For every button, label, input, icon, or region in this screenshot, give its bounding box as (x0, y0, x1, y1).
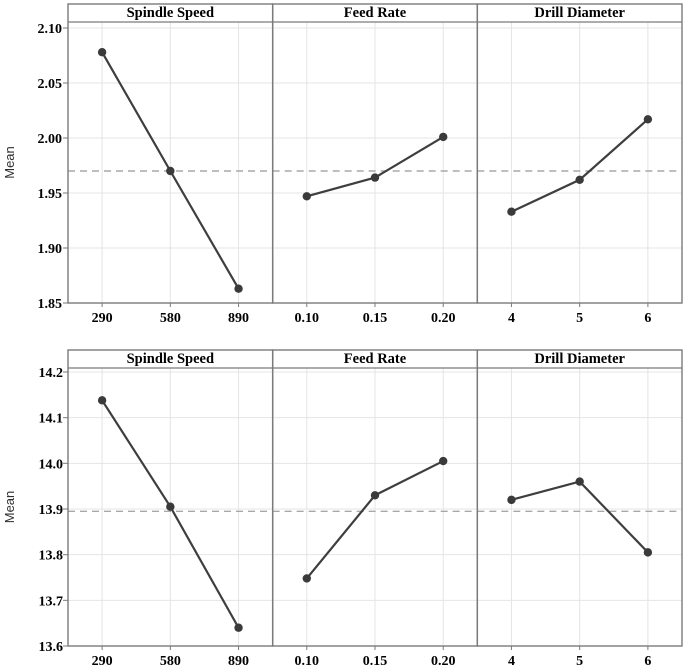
data-point-marker (643, 548, 653, 557)
data-point-marker (507, 495, 516, 505)
y-tick-label: 2.10 (38, 22, 63, 37)
y-tick-label: 2.05 (38, 77, 63, 92)
data-point-marker (643, 115, 653, 124)
data-point-marker (97, 48, 107, 57)
main-effects-plot-top: 290 580 890 Spindle Speed 0.10 0.15 0.20 Feed R… (0, 0, 685, 335)
panel-title: Drill Diameter (534, 351, 625, 367)
data-point-marker (302, 574, 311, 583)
y-tick-label: 2.00 (38, 132, 63, 147)
y-tick-label: 13.6 (39, 640, 64, 655)
y-axis-title: Mean (2, 491, 17, 524)
data-point-marker (575, 175, 584, 184)
y-tick-label: 1.90 (38, 242, 63, 257)
x-tick-label: 890 (228, 311, 249, 326)
x-tick-label: 4 (508, 654, 515, 669)
x-tick-label: 5 (576, 654, 583, 669)
x-tick-label: 4 (508, 311, 515, 326)
data-point-marker (439, 456, 448, 466)
x-tick-label: 5 (576, 311, 583, 326)
y-axis-title: Mean (2, 146, 17, 179)
x-tick-label: 0.10 (295, 654, 320, 669)
x-tick-label: 0.20 (431, 311, 456, 326)
data-point-marker (302, 192, 311, 201)
panel-title: Feed Rate (344, 351, 407, 367)
data-point-marker (97, 396, 107, 405)
data-point-marker (439, 132, 448, 142)
data-point-marker (166, 166, 175, 176)
y-tick-label: 14.1 (39, 412, 64, 427)
panel-title: Spindle Speed (127, 351, 214, 367)
y-tick-label: 1.95 (38, 187, 63, 202)
panel-title: Spindle Speed (127, 5, 214, 21)
data-point-marker (234, 623, 243, 632)
x-tick-label: 580 (160, 654, 181, 669)
x-tick-label: 6 (644, 654, 651, 669)
x-tick-label: 580 (160, 311, 181, 326)
y-tick-label: 14.0 (39, 457, 64, 472)
x-tick-label: 6 (644, 311, 651, 326)
x-tick-label: 0.10 (295, 311, 320, 326)
x-tick-label: 890 (228, 654, 249, 669)
x-tick-label: 0.20 (431, 654, 456, 669)
y-tick-label: 14.2 (39, 366, 64, 381)
x-tick-label: 290 (92, 654, 113, 669)
data-point-marker (575, 477, 584, 486)
y-tick-label: 13.7 (39, 594, 64, 609)
data-point-marker (370, 491, 380, 500)
y-tick-label: 1.85 (38, 297, 63, 312)
panel-title: Feed Rate (344, 5, 407, 21)
data-point-marker (166, 502, 175, 511)
x-tick-label: 290 (92, 311, 113, 326)
y-tick-label: 13.8 (39, 549, 64, 564)
data-point-marker (507, 207, 516, 216)
panel-border (476, 349, 683, 647)
main-effects-plot-bottom: 290 580 890 Spindle Speed 0.10 0.15 0.20 Feed R… (0, 335, 685, 671)
panel-title: Drill Diameter (534, 5, 625, 21)
data-point-marker (370, 173, 380, 182)
x-tick-label: 0.15 (363, 654, 388, 669)
panel-border (476, 3, 683, 304)
data-point-marker (234, 284, 243, 293)
y-tick-label: 13.9 (39, 503, 64, 518)
x-tick-label: 0.15 (363, 311, 388, 326)
